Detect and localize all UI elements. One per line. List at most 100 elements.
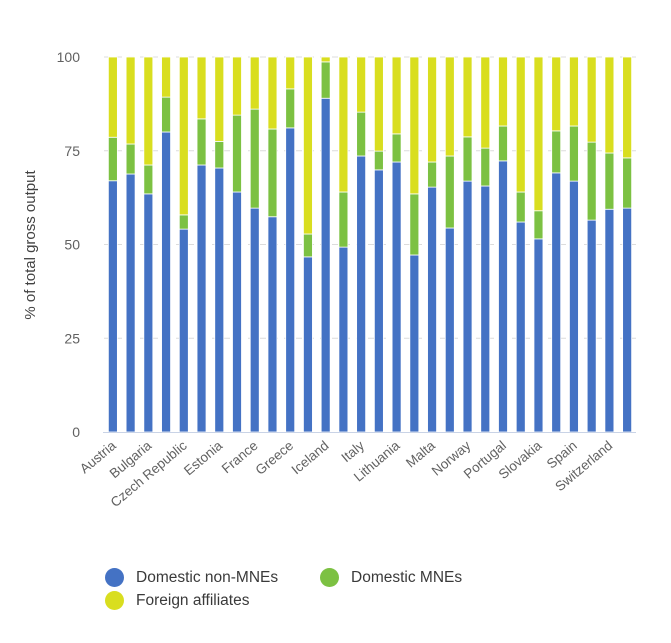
bar-segment-domestic-non-mnes[interactable]: [551, 172, 562, 433]
bar-segment-domestic-mnes[interactable]: [480, 147, 491, 187]
bar-segment-domestic-mnes[interactable]: [285, 88, 296, 129]
bar-segment-domestic-non-mnes[interactable]: [107, 180, 118, 433]
bar-segment-foreign-affiliates[interactable]: [320, 56, 331, 63]
bar-segment-domestic-non-mnes[interactable]: [604, 208, 615, 433]
bar-segment-foreign-affiliates[interactable]: [125, 56, 136, 145]
bar-stack-bulgaria[interactable]: [143, 56, 154, 433]
bar-segment-domestic-non-mnes[interactable]: [249, 207, 260, 433]
bar-segment-domestic-mnes[interactable]: [444, 155, 455, 229]
bar-stack-slovakia[interactable]: [533, 56, 544, 433]
bar-segment-domestic-non-mnes[interactable]: [498, 160, 508, 433]
bar-segment-foreign-affiliates[interactable]: [480, 56, 491, 149]
bar-stack-iceland[interactable]: [320, 56, 331, 433]
bar-stack-france[interactable]: [249, 56, 260, 433]
bar-stack-luxembourg[interactable]: [409, 56, 420, 433]
bar-segment-domestic-mnes[interactable]: [551, 130, 562, 174]
bar-segment-foreign-affiliates[interactable]: [604, 56, 615, 154]
bar-segment-foreign-affiliates[interactable]: [196, 56, 207, 120]
bar-segment-foreign-affiliates[interactable]: [391, 56, 402, 135]
bar-segment-domestic-non-mnes[interactable]: [622, 207, 633, 433]
bar-segment-domestic-mnes[interactable]: [569, 125, 579, 182]
bar-segment-domestic-mnes[interactable]: [533, 210, 544, 240]
bar-stack-hungary[interactable]: [303, 56, 313, 433]
bar-stack-malta[interactable]: [427, 56, 437, 433]
bar-segment-domestic-mnes[interactable]: [409, 193, 420, 256]
bar-segment-domestic-non-mnes[interactable]: [214, 167, 225, 433]
bar-segment-domestic-non-mnes[interactable]: [338, 246, 349, 433]
bar-stack-romania[interactable]: [515, 56, 526, 433]
bar-stack-germany[interactable]: [267, 56, 278, 433]
bar-segment-domestic-non-mnes[interactable]: [320, 97, 331, 433]
bar-segment-domestic-non-mnes[interactable]: [586, 219, 597, 433]
bar-segment-domestic-mnes[interactable]: [622, 157, 633, 209]
bar-stack-greece[interactable]: [285, 56, 296, 433]
bar-segment-foreign-affiliates[interactable]: [515, 56, 526, 193]
bar-stack-denmark[interactable]: [196, 56, 207, 433]
bar-stack-united-kingdom[interactable]: [622, 56, 633, 433]
bar-segment-domestic-mnes[interactable]: [586, 141, 597, 221]
legend-item-domestic-mnes[interactable]: Domestic MNEs: [320, 568, 462, 587]
bar-segment-domestic-non-mnes[interactable]: [267, 216, 278, 433]
bar-segment-domestic-mnes[interactable]: [373, 150, 384, 171]
bar-segment-domestic-non-mnes[interactable]: [161, 131, 171, 433]
bar-segment-foreign-affiliates[interactable]: [444, 56, 455, 157]
bar-segment-domestic-non-mnes[interactable]: [178, 228, 189, 433]
bar-stack-ireland[interactable]: [338, 56, 349, 433]
bar-segment-domestic-non-mnes[interactable]: [391, 161, 402, 433]
bar-segment-domestic-non-mnes[interactable]: [232, 191, 242, 433]
bar-segment-domestic-mnes[interactable]: [427, 161, 437, 188]
bar-segment-domestic-non-mnes[interactable]: [515, 221, 526, 433]
bar-segment-foreign-affiliates[interactable]: [178, 56, 189, 216]
bar-segment-domestic-non-mnes[interactable]: [125, 173, 136, 433]
bar-segment-domestic-mnes[interactable]: [303, 233, 313, 258]
bar-segment-domestic-non-mnes[interactable]: [569, 180, 579, 433]
bar-stack-latvia[interactable]: [373, 56, 384, 433]
bar-segment-domestic-mnes[interactable]: [196, 118, 207, 166]
bar-segment-domestic-non-mnes[interactable]: [444, 227, 455, 433]
bar-segment-domestic-mnes[interactable]: [232, 114, 242, 193]
bar-segment-domestic-mnes[interactable]: [515, 191, 526, 223]
bar-stack-netherlands[interactable]: [444, 56, 455, 433]
bar-stack-estonia[interactable]: [214, 56, 225, 433]
bar-segment-domestic-mnes[interactable]: [604, 152, 615, 210]
bar-stack-austria[interactable]: [107, 56, 118, 433]
bar-segment-foreign-affiliates[interactable]: [249, 56, 260, 110]
legend-item-domestic-non-mnes[interactable]: Domestic non-MNEs: [105, 568, 278, 587]
bar-segment-domestic-non-mnes[interactable]: [462, 180, 473, 433]
bar-segment-foreign-affiliates[interactable]: [533, 56, 544, 212]
bar-stack-belgium[interactable]: [125, 56, 136, 433]
bar-segment-foreign-affiliates[interactable]: [569, 56, 579, 127]
bar-segment-foreign-affiliates[interactable]: [285, 56, 296, 90]
bar-segment-foreign-affiliates[interactable]: [232, 56, 242, 116]
bar-segment-domestic-non-mnes[interactable]: [196, 164, 207, 433]
bar-segment-domestic-mnes[interactable]: [391, 133, 402, 163]
bar-segment-domestic-mnes[interactable]: [267, 128, 278, 218]
bar-segment-domestic-mnes[interactable]: [143, 164, 154, 195]
bar-segment-domestic-mnes[interactable]: [356, 111, 367, 157]
bar-stack-italy[interactable]: [356, 56, 367, 433]
bar-segment-domestic-mnes[interactable]: [125, 143, 136, 175]
bar-segment-domestic-non-mnes[interactable]: [427, 186, 437, 433]
bar-segment-foreign-affiliates[interactable]: [409, 56, 420, 195]
bar-stack-spain[interactable]: [569, 56, 579, 433]
bar-stack-slovenia[interactable]: [551, 56, 562, 433]
bar-segment-foreign-affiliates[interactable]: [586, 56, 597, 143]
bar-stack-portugal[interactable]: [498, 56, 508, 433]
bar-segment-domestic-mnes[interactable]: [249, 108, 260, 209]
bar-segment-domestic-mnes[interactable]: [338, 191, 349, 248]
bar-segment-domestic-mnes[interactable]: [320, 61, 331, 99]
bar-stack-finland[interactable]: [232, 56, 242, 433]
bar-segment-domestic-non-mnes[interactable]: [373, 169, 384, 433]
bar-segment-domestic-mnes[interactable]: [498, 125, 508, 162]
bar-segment-foreign-affiliates[interactable]: [498, 56, 508, 127]
bar-segment-domestic-mnes[interactable]: [214, 140, 225, 169]
legend-item-foreign-affiliates[interactable]: Foreign affiliates: [105, 591, 249, 610]
bar-stack-poland[interactable]: [480, 56, 491, 433]
bar-segment-domestic-non-mnes[interactable]: [409, 254, 420, 433]
bar-segment-foreign-affiliates[interactable]: [107, 56, 118, 138]
bar-stack-norway[interactable]: [462, 56, 473, 433]
bar-segment-foreign-affiliates[interactable]: [214, 56, 225, 142]
bar-stack-czech-republic[interactable]: [178, 56, 189, 433]
bar-stack-croatia[interactable]: [161, 56, 171, 433]
bar-segment-foreign-affiliates[interactable]: [373, 56, 384, 152]
